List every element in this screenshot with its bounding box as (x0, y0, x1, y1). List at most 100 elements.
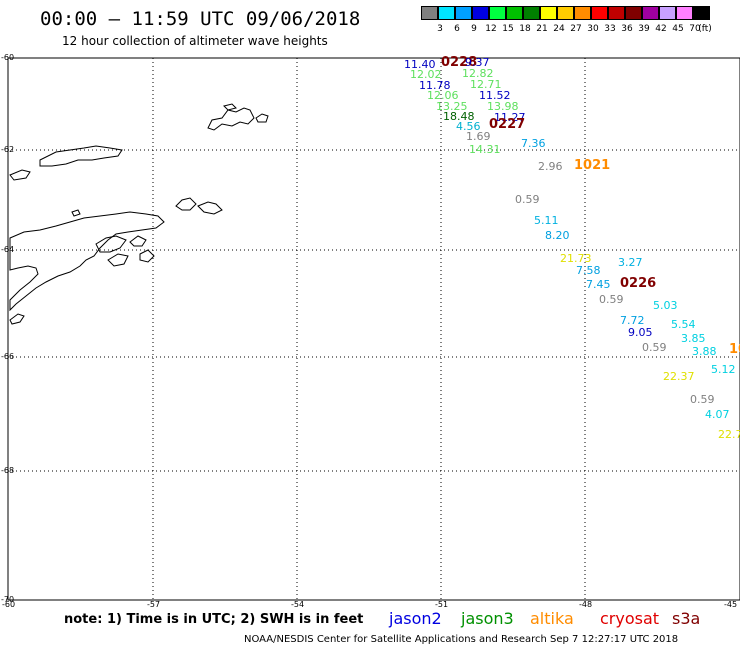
wave-height-label: 0.59 (515, 193, 540, 206)
legend-swatch (523, 6, 540, 20)
time-label: 10 (729, 342, 740, 357)
wave-height-label: 7.36 (521, 137, 546, 150)
legend-swatch (642, 6, 659, 20)
legend-swatch (591, 6, 608, 20)
credit-line: NOAA/NESDIS Center for Satellite Applica… (244, 634, 679, 645)
legend-label: 6 (454, 24, 460, 34)
lat-label: -66 (1, 352, 15, 361)
time-label: 1021 (574, 158, 611, 173)
wave-height-label: 0.59 (690, 393, 715, 406)
satellite-cryosat: cryosat (600, 609, 660, 628)
satellite-s3a: s3a (672, 609, 701, 628)
legend-swatch (540, 6, 557, 20)
wave-height-label: 3.88 (692, 345, 717, 358)
map-subtitle: 12 hour collection of altimeter wave hei… (62, 34, 328, 48)
legend-label: 18 (519, 24, 531, 34)
wave-height-label: 0.59 (599, 293, 624, 306)
wave-height-label: 14.31 (469, 143, 501, 156)
legend-label: 12 (485, 24, 497, 34)
legend-swatch (557, 6, 574, 20)
legend-label: 45 (672, 24, 684, 34)
lat-label: -68 (1, 466, 15, 475)
wave-height-label: 7.45 (586, 278, 611, 291)
legend-swatch (455, 6, 472, 20)
wave-height-label: 13.98 (487, 100, 519, 113)
lon-label: -54 (291, 600, 305, 609)
legend-swatch (574, 6, 591, 20)
time-label: 0226 (620, 276, 657, 291)
legend-label: 33 (604, 24, 616, 34)
wave-height-label: 5.54 (671, 318, 696, 331)
wave-height-label: 21.73 (560, 252, 592, 265)
legend-label: 9 (471, 24, 477, 34)
legend-label: 39 (638, 24, 650, 34)
map-title: 00:00 – 11:59 UTC 09/06/2018 (40, 8, 361, 30)
legend-label: 3 (437, 24, 443, 34)
legend-swatch (421, 6, 438, 20)
legend-label: 21 (536, 24, 548, 34)
legend-swatch (438, 6, 455, 20)
satellite-altika: altika (530, 609, 574, 628)
wave-height-label: 11.52 (479, 89, 511, 102)
wave-height-label: 5.12 (711, 363, 736, 376)
legend-swatch (608, 6, 625, 20)
wave-height-label: 4.07 (705, 408, 730, 421)
wave-height-label: 0.59 (642, 341, 667, 354)
legend-swatch (693, 6, 710, 20)
wave-height-label: 1.69 (466, 130, 491, 143)
legend-label: 70 (689, 24, 701, 34)
legend-unit: (ft) (698, 24, 712, 34)
legend-swatch (506, 6, 523, 20)
wave-height-label: 12.06 (427, 89, 459, 102)
legend-swatch (676, 6, 693, 20)
units-note: note: 1) Time is in UTC; 2) SWH is in fe… (64, 612, 364, 627)
legend-swatch (659, 6, 676, 20)
legend-label: 15 (502, 24, 514, 34)
lat-label: -62 (1, 145, 15, 154)
wave-height-label: 7.58 (576, 264, 601, 277)
legend-label: 42 (655, 24, 667, 34)
coastline (9, 103, 269, 325)
legend-label: 36 (621, 24, 633, 34)
wave-height-label: 4.56 (456, 120, 481, 133)
satellite-jason3: jason3 (461, 609, 514, 628)
wave-height-label: 12.02 (410, 68, 442, 81)
map-frame (7, 57, 740, 601)
wave-height-label: 9.05 (628, 326, 653, 339)
lon-label: -45 (724, 600, 738, 609)
time-label: 0227 (489, 117, 526, 132)
wave-height-label: 9.37 (465, 56, 490, 69)
wave-height-label: 12.71 (470, 78, 502, 91)
wave-height-label: 5.03 (653, 299, 678, 312)
lon-label: -51 (435, 600, 449, 609)
wave-height-label: 2.96 (538, 160, 563, 173)
legend-label: 30 (587, 24, 599, 34)
wave-height-label: 11.27 (494, 111, 526, 124)
lon-label: -57 (147, 600, 161, 609)
wave-height-label: 18.48 (443, 110, 475, 123)
wave-height-label: 3.27 (618, 256, 643, 269)
wave-height-label: 5.11 (534, 214, 559, 227)
lat-label: -70 (1, 595, 15, 604)
legend-label: 24 (553, 24, 565, 34)
lat-label: -60 (1, 53, 15, 62)
legend-swatch (625, 6, 642, 20)
wave-height-label: 7.72 (620, 314, 645, 327)
legend-swatch (489, 6, 506, 20)
wave-height-label: 3.85 (681, 332, 706, 345)
wave-height-label: 11.40 (404, 58, 436, 71)
wave-height-label: 12.82 (462, 67, 494, 80)
legend-label: 27 (570, 24, 582, 34)
wave-height-label: 11.78 (419, 79, 451, 92)
time-label: 0228 (441, 55, 478, 70)
legend-swatch (472, 6, 489, 20)
satellite-jason2: jason2 (389, 609, 442, 628)
lat-label: -64 (1, 245, 15, 254)
wave-height-label: 13.25 (436, 100, 468, 113)
wave-height-label: 8.20 (545, 229, 570, 242)
lon-label: -48 (579, 600, 593, 609)
lon-label: -60 (2, 600, 16, 609)
wave-height-label: 22.37 (663, 370, 695, 383)
